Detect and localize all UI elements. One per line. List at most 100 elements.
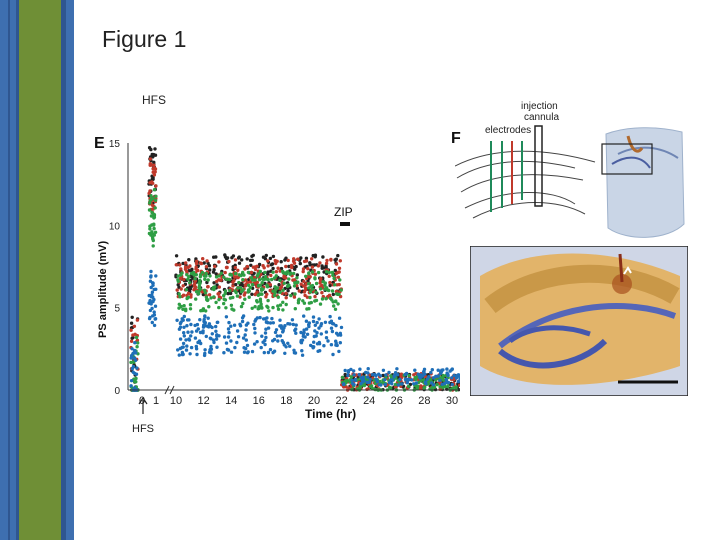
data-point-red <box>305 295 310 299</box>
data-point-blue <box>429 370 433 375</box>
data-point-black <box>328 283 332 288</box>
data-point-blue <box>149 269 153 274</box>
data-point-green <box>148 224 152 228</box>
data-point-red <box>255 290 259 294</box>
data-point-blue <box>458 377 460 381</box>
data-point-green <box>292 271 296 276</box>
data-point-green <box>454 385 458 389</box>
data-point-red <box>284 291 288 296</box>
data-point-green <box>182 304 186 308</box>
data-point-green <box>414 377 418 382</box>
data-point-blue <box>366 371 370 375</box>
data-point-blue <box>203 351 207 356</box>
data-point-blue <box>270 316 274 321</box>
data-point-red <box>296 257 300 261</box>
data-point-green <box>203 277 207 281</box>
data-point-green <box>150 235 155 240</box>
data-point-blue <box>262 350 266 355</box>
data-point-green <box>222 275 226 279</box>
x-tick-label: 24 <box>363 395 375 407</box>
data-point-black <box>129 321 134 325</box>
data-point-red <box>233 258 238 262</box>
data-point-blue <box>368 377 372 382</box>
data-point-blue <box>198 330 203 335</box>
data-point-blue <box>450 376 454 380</box>
data-point-blue <box>412 382 416 386</box>
data-point-blue <box>148 298 152 303</box>
data-point-blue <box>284 345 288 349</box>
data-point-green <box>250 282 255 287</box>
data-point-blue <box>184 348 189 352</box>
data-point-red <box>313 272 318 276</box>
data-point-blue <box>190 330 194 334</box>
data-point-blue <box>406 378 411 382</box>
data-point-blue <box>264 327 268 331</box>
data-point-green <box>293 292 297 296</box>
data-point-blue <box>181 318 185 322</box>
data-point-black <box>271 254 276 259</box>
data-point-blue <box>189 334 193 338</box>
data-point-blue <box>194 329 199 333</box>
data-point-green <box>332 276 336 281</box>
data-point-black <box>187 258 191 262</box>
data-point-blue <box>224 341 229 345</box>
data-point-blue <box>329 343 334 347</box>
data-point-green <box>340 375 345 380</box>
data-point-blue <box>352 373 356 377</box>
data-point-blue <box>379 383 383 387</box>
data-point-green <box>318 302 323 306</box>
data-point-red <box>292 278 297 282</box>
data-point-blue <box>444 377 448 382</box>
data-point-green <box>273 285 277 289</box>
data-point-blue <box>180 350 185 355</box>
data-point-green <box>151 244 155 248</box>
data-point-green <box>281 308 285 312</box>
data-point-green <box>225 277 229 281</box>
cannula-label-line2: cannula <box>524 112 559 123</box>
data-point-blue <box>370 372 375 377</box>
hippocampus-histology-image <box>470 246 688 396</box>
data-point-green <box>149 194 153 198</box>
data-point-black <box>331 292 335 297</box>
data-point-green <box>246 270 251 275</box>
data-point-blue <box>203 348 207 352</box>
data-point-red <box>213 264 217 269</box>
data-point-blue <box>246 321 250 325</box>
data-point-blue <box>211 338 216 342</box>
data-point-blue <box>390 382 394 386</box>
data-point-blue <box>448 369 452 373</box>
data-point-green <box>134 335 139 340</box>
data-point-green <box>177 302 181 306</box>
data-point-green <box>278 303 283 307</box>
data-point-red <box>419 384 423 388</box>
data-point-green <box>184 288 188 292</box>
data-point-black <box>211 270 216 274</box>
data-point-blue <box>149 302 153 306</box>
data-point-green <box>323 283 327 287</box>
data-point-blue <box>147 316 152 321</box>
data-point-red <box>245 264 250 269</box>
data-point-blue <box>271 350 275 355</box>
data-point-blue <box>330 329 335 334</box>
data-point-blue <box>210 332 214 336</box>
data-point-blue <box>268 347 273 352</box>
data-point-green <box>148 227 152 231</box>
data-point-green <box>214 300 218 305</box>
data-point-black <box>181 261 185 266</box>
zip-bar <box>340 222 350 226</box>
data-point-blue <box>229 350 234 354</box>
data-point-red <box>302 279 306 284</box>
data-point-green <box>267 309 271 313</box>
data-point-red <box>365 387 369 392</box>
electrodes-label: electrodes <box>485 125 531 136</box>
data-point-red <box>182 277 186 282</box>
data-point-black <box>336 253 340 258</box>
data-point-green <box>206 278 210 282</box>
data-point-blue <box>242 350 247 354</box>
data-point-green <box>389 374 393 378</box>
data-point-green <box>229 273 234 277</box>
data-point-blue <box>226 327 231 331</box>
data-point-black <box>381 373 385 378</box>
data-point-black <box>279 260 283 264</box>
data-point-black <box>245 257 249 261</box>
